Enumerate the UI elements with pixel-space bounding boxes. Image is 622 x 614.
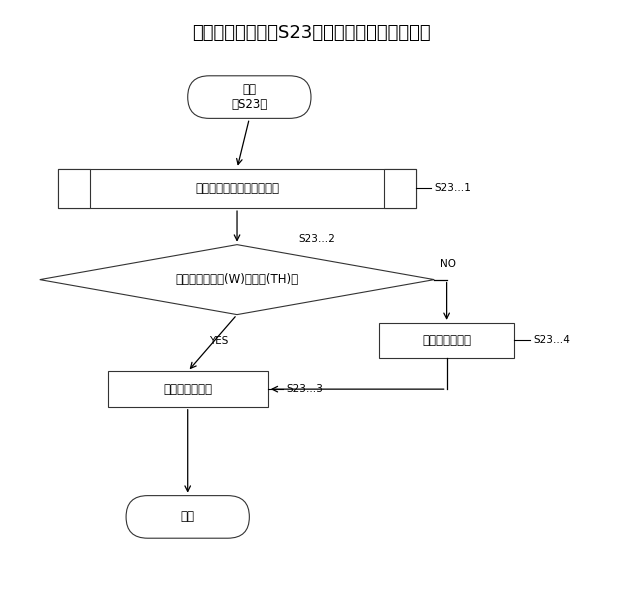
Text: 開始
（S23）: 開始 （S23）: [231, 83, 267, 111]
Bar: [379, 323, 514, 358]
FancyBboxPatch shape: [188, 76, 311, 119]
Text: S23…3: S23…3: [286, 384, 323, 394]
Bar: [384, 169, 415, 208]
Polygon shape: [40, 244, 434, 314]
Text: 訓練必要と判定: 訓練必要と判定: [163, 383, 212, 395]
Text: S23…4: S23…4: [533, 335, 570, 346]
Text: NO: NO: [440, 258, 457, 269]
Bar: [108, 371, 268, 407]
Text: S23…1: S23…1: [434, 184, 471, 193]
Text: 訓練要否の重み(W)＞閾値(TH)？: 訓練要否の重み(W)＞閾値(TH)？: [175, 273, 299, 286]
Text: 訓練要否の重み判定フロー: 訓練要否の重み判定フロー: [195, 182, 279, 195]
Text: 訓練不要と判定: 訓練不要と判定: [422, 334, 471, 347]
Text: S23…2: S23…2: [299, 233, 335, 244]
Text: YES: YES: [209, 336, 228, 346]
Text: 訓練判定フロー（S23）の詳細フローを示す図: 訓練判定フロー（S23）の詳細フローを示す図: [192, 24, 430, 42]
FancyBboxPatch shape: [126, 495, 249, 538]
Text: 終了: 終了: [181, 510, 195, 523]
Bar: [58, 169, 90, 208]
Bar: [58, 169, 415, 208]
